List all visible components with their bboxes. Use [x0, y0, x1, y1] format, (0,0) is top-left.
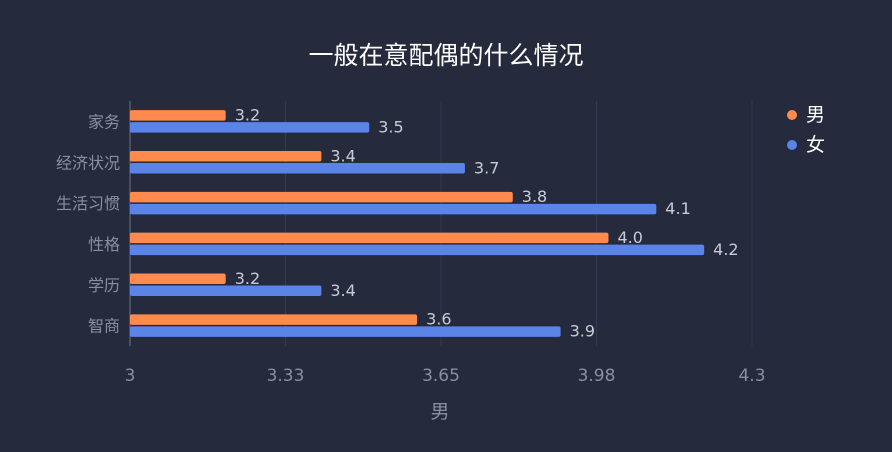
bar-female	[130, 122, 370, 133]
data-label: 3.7	[474, 158, 499, 177]
gridlines	[285, 101, 753, 346]
legend-marker	[787, 110, 797, 120]
data-label: 3.4	[330, 146, 355, 165]
data-label: 4.1	[665, 199, 690, 218]
category-label: 学历	[88, 276, 120, 295]
data-label: 3.5	[378, 117, 403, 136]
data-label: 3.9	[570, 322, 595, 341]
x-tick-label: 3.65	[422, 366, 460, 386]
data-label: 3.2	[235, 269, 260, 288]
bar-female	[130, 163, 465, 174]
category-label: 生活习惯	[56, 194, 120, 213]
bar-male	[130, 191, 513, 203]
data-label: 3.8	[522, 187, 547, 206]
bar-female	[130, 203, 657, 215]
data-labels: 3.2 3.5 3.4 3.7 3.8 4.1 4.0 4.2 3.2 3.4 3.6 3.9	[235, 105, 739, 340]
bar-male	[130, 151, 322, 162]
bar-male	[130, 232, 609, 244]
x-tick-label: 3.98	[578, 366, 616, 386]
bar-female	[130, 244, 705, 256]
category-label: 家务	[88, 112, 120, 131]
data-label: 4.2	[713, 240, 738, 259]
legend: 男女	[787, 104, 825, 156]
x-tick-label: 3	[125, 366, 136, 386]
bar-male	[130, 273, 226, 284]
bar-female	[130, 285, 322, 296]
x-tick-labels: 3 3.33 3.65 3.98 4.3	[125, 366, 766, 386]
legend-marker	[787, 140, 797, 150]
x-tick-label: 4.3	[738, 366, 765, 386]
legend-label[interactable]: 男	[806, 104, 825, 126]
category-label: 性格	[88, 235, 120, 254]
bar-male	[130, 314, 418, 325]
data-label: 4.0	[617, 228, 642, 247]
category-label: 经济状况	[56, 153, 120, 172]
bar-female	[130, 326, 561, 337]
bars	[130, 110, 705, 337]
bar-male	[130, 110, 226, 121]
category-label: 智商	[88, 317, 120, 336]
data-label: 3.4	[330, 281, 355, 300]
chart-title: 一般在意配偶的什么情况	[308, 41, 583, 70]
x-axis-label: 男	[430, 401, 449, 423]
x-tick-label: 3.33	[267, 366, 305, 386]
legend-label[interactable]: 女	[806, 134, 825, 156]
data-label: 3.6	[426, 310, 451, 329]
data-label: 3.2	[235, 105, 260, 124]
